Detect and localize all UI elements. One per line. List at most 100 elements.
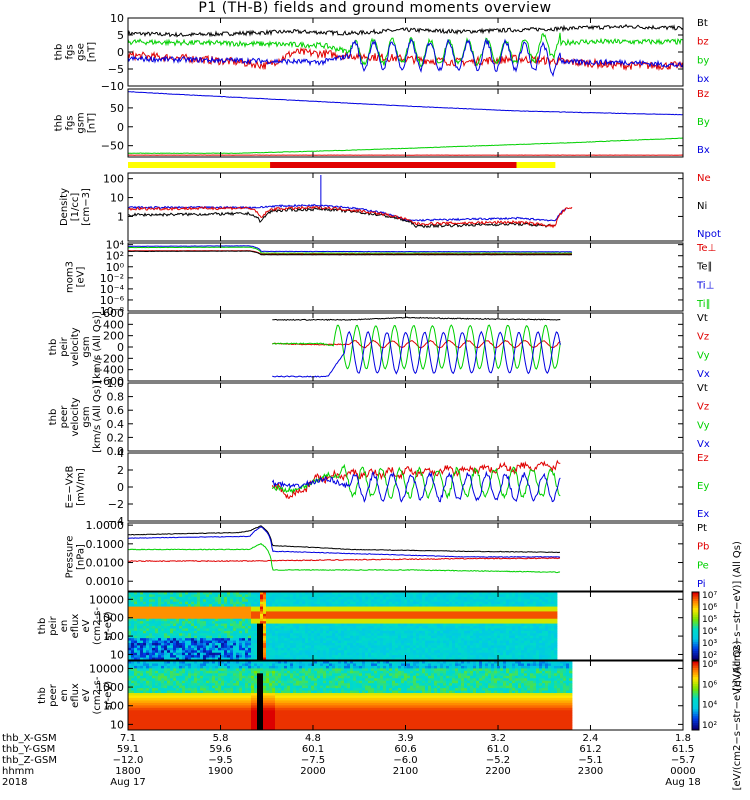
spectrogram-cell	[455, 657, 459, 661]
spectrogram-cell	[236, 655, 240, 659]
spectrogram-cell	[185, 661, 189, 664]
spectrogram-cell	[317, 601, 321, 605]
spectrogram-cell	[185, 663, 189, 667]
spectrogram-cell	[329, 633, 333, 637]
spectrogram-cell	[503, 640, 507, 644]
spectrogram-cell	[254, 628, 258, 632]
spectrogram-cell	[509, 618, 513, 622]
spectrogram-cell	[137, 633, 141, 637]
spectrogram-cell	[497, 613, 501, 617]
spectrogram-cell	[140, 650, 144, 654]
spectrogram-cell	[146, 661, 150, 664]
spectrogram-cell	[233, 609, 237, 612]
spectrogram-cell	[401, 655, 405, 659]
spectrogram-cell	[473, 611, 477, 615]
spectrogram-cell	[407, 618, 411, 622]
spectrogram-cell	[515, 635, 519, 639]
spectrogram-cell	[479, 616, 483, 620]
spectrogram-cell	[176, 675, 180, 679]
spectrogram-cell	[170, 601, 174, 605]
spectrogram-cell	[416, 626, 420, 629]
spectrogram-cell	[155, 596, 159, 600]
spectrogram-cell	[449, 652, 453, 656]
spectrogram-cell	[470, 613, 474, 617]
spectrogram-cell	[392, 601, 396, 605]
spectrogram-cell	[152, 727, 156, 731]
spectrogram-cell	[149, 690, 153, 694]
spectrogram-cell	[158, 668, 162, 672]
y-tick-label: 50	[110, 102, 124, 115]
spectrogram-cell	[458, 616, 462, 620]
spectrogram-cell	[182, 720, 186, 724]
spectrogram-cell	[422, 626, 426, 629]
spectrogram-cell	[500, 640, 504, 644]
spectrogram-cell	[503, 601, 507, 605]
spectrogram-cell	[245, 635, 249, 639]
spectrogram-cell	[470, 626, 474, 629]
spectrogram-cell	[149, 611, 153, 615]
spectrogram-cell	[422, 638, 426, 642]
spectrogram-cell	[212, 657, 216, 661]
spectrogram-cell	[212, 655, 216, 659]
spectrogram-cell	[437, 640, 441, 644]
spectrogram-cell	[356, 643, 360, 646]
spectrogram-cell	[449, 609, 453, 612]
spectrogram-cell	[182, 678, 186, 682]
spectrogram-cell	[287, 618, 291, 622]
spectrogram-cell	[128, 680, 132, 684]
legend-label: Vz	[697, 332, 709, 343]
spectrogram-cell	[437, 606, 441, 610]
spectrogram-cell	[506, 601, 510, 605]
spectrogram-cell	[527, 599, 531, 603]
spectrogram-cell	[380, 599, 384, 603]
spectrogram-cell	[431, 601, 435, 605]
spectrogram-cell	[413, 650, 417, 654]
spectrogram-cell	[137, 621, 141, 625]
spectrogram-cell	[341, 630, 345, 634]
spectrogram-cell	[500, 633, 504, 637]
spectrogram-cell	[428, 601, 432, 605]
spectrogram-cell	[314, 630, 318, 634]
spectrogram-cell	[227, 626, 231, 629]
spectrogram-cell	[371, 596, 375, 600]
spectrogram-cell	[299, 630, 303, 634]
spectrogram-cell	[152, 633, 156, 637]
spectrogram-cell	[539, 630, 543, 634]
spectrogram-cell	[158, 616, 162, 620]
spectrogram-cell	[191, 655, 195, 659]
spectrogram-cell	[428, 623, 432, 627]
spectrogram-cell	[407, 643, 411, 646]
spectrogram-cell	[254, 601, 258, 605]
spectrogram-cell	[176, 613, 180, 617]
spectrogram-cell	[461, 592, 465, 595]
spectrogram-cell	[182, 643, 186, 646]
spectrogram-cell	[227, 596, 231, 600]
spectrogram-cell	[293, 652, 297, 656]
spectrogram-cell	[416, 638, 420, 642]
spectrogram-cell	[410, 645, 414, 649]
spectrogram-cell	[197, 604, 201, 608]
spectrogram-cell	[425, 596, 429, 600]
spectrogram-cell	[155, 599, 159, 603]
spectrogram-cell	[536, 652, 540, 656]
spectrogram-cell	[287, 640, 291, 644]
spectrogram-cell	[182, 722, 186, 726]
spectrogram-cell	[476, 640, 480, 644]
spectrogram-cell	[143, 700, 147, 704]
spectrogram-cell	[500, 628, 504, 632]
spectrogram-cell	[233, 657, 237, 661]
spectrogram-cell	[329, 643, 333, 646]
spectrogram-cell	[173, 700, 177, 704]
spectrogram-cell	[188, 705, 192, 709]
spectrogram-cell	[332, 592, 336, 595]
spectrogram-cell	[167, 635, 171, 639]
spectrogram-cell	[356, 628, 360, 632]
spectrogram-cell	[497, 609, 501, 612]
spectrogram-cell	[182, 661, 186, 664]
spectrogram-cell	[527, 616, 531, 620]
legend-label: Te∥	[696, 262, 713, 273]
spectrogram-cell	[218, 594, 222, 598]
spectrogram-cell	[182, 645, 186, 649]
spectrogram-cell	[413, 652, 417, 656]
spectrogram-cell	[455, 652, 459, 656]
